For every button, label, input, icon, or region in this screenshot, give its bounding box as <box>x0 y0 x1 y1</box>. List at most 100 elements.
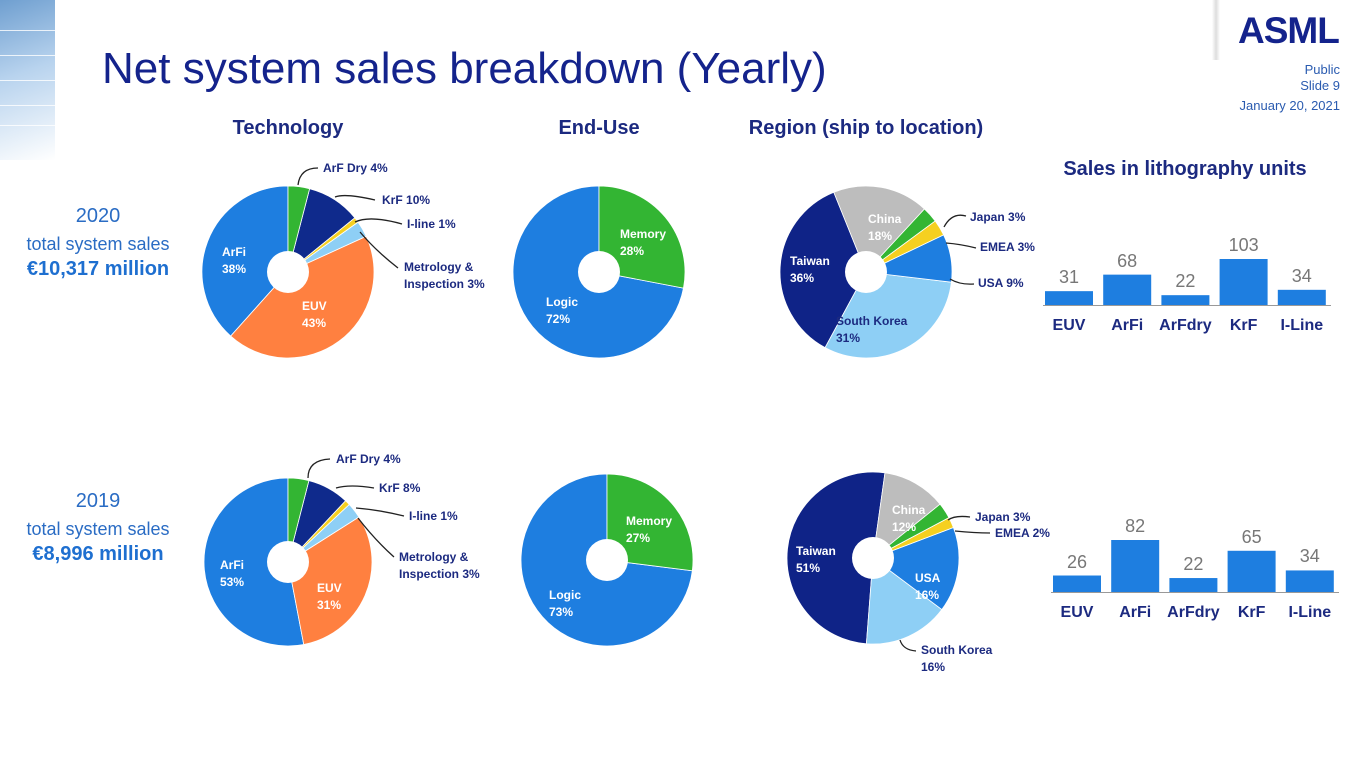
bar-value-label: 82 <box>1125 516 1146 536</box>
pie-label-usa-2019: USA 16% <box>915 571 941 602</box>
pie-hole <box>578 251 620 293</box>
pie-slice-arf-dry-2019 <box>287 477 310 563</box>
divider <box>1212 0 1220 60</box>
pie-label-japan-2019: Japan 3% <box>975 510 1031 524</box>
pie-label-japan-2020: Japan 3% <box>970 210 1026 224</box>
bar-arfi-2019 <box>1111 540 1160 592</box>
pie-hole <box>267 251 309 293</box>
bar-arfdry-2020 <box>1161 295 1210 305</box>
header-technology: Technology <box>232 117 344 139</box>
pie-label-krf-2020: KrF 10% <box>382 193 431 207</box>
bar-value-label: 34 <box>1299 546 1320 567</box>
pie-label-arf-dry-2019: ArF Dry 4% <box>336 452 401 466</box>
bar-category-label: ArFi <box>1119 604 1152 621</box>
pie-label-arfi-2019: ArFi 53% <box>220 558 245 589</box>
pie-label-usa-2020: USA 9% <box>978 276 1024 290</box>
classification-label: Public <box>1304 62 1340 77</box>
pie-label-metrology-2019: Metrology & Inspection 3% <box>399 550 480 581</box>
bar-i-line-2020 <box>1277 289 1326 305</box>
year-label: 2019 <box>75 490 121 512</box>
bar-arfi-2020 <box>1103 274 1152 305</box>
pie-slice-china-2020 <box>833 185 925 273</box>
bar-value-label: 26 <box>1066 551 1088 572</box>
pie-slice-arfi-2020 <box>201 185 289 337</box>
pie-slice-south-korea-2020 <box>824 271 952 359</box>
bar-category-label: KrF <box>1237 604 1266 621</box>
header-region: Region (ship to location) <box>748 117 984 139</box>
header-end-use: End-Use <box>558 117 640 139</box>
bar-euv-2020 <box>1045 291 1093 305</box>
bar-category-label: KrF <box>1229 317 1258 334</box>
bar-value-label: 65 <box>1241 526 1262 547</box>
bar-value-label: 68 <box>1117 250 1138 271</box>
year-amount: €10,317 million <box>26 258 170 280</box>
pie-slice-euv-2020 <box>230 235 375 359</box>
bar-category-label: ArFdry <box>1159 317 1212 334</box>
pie-label-emea-2020: EMEA 3% <box>980 240 1035 254</box>
pie-slice-taiwan-2019 <box>786 471 886 645</box>
bar-value-label: 31 <box>1058 267 1080 288</box>
pie-label-china-2020: China 18% <box>868 212 902 243</box>
bar-category-label: EUV <box>1052 317 1086 334</box>
bar-krf-2020 <box>1219 259 1268 305</box>
asml-logo: ASML <box>1238 10 1340 51</box>
pie-label-logic-2019: Logic 73% <box>549 588 581 619</box>
bar-arfdry-2019 <box>1169 578 1218 592</box>
slide-date: January 20, 2021 <box>1239 98 1340 113</box>
bar-chart-title: Sales in lithography units <box>1063 158 1307 180</box>
pie-label-logic-2020: Logic 72% <box>546 295 578 326</box>
year-caption: total system sales <box>26 234 170 254</box>
pie-slice-arfi-2019 <box>203 477 305 647</box>
pie-slice-arf-dry-2020 <box>287 185 311 273</box>
pie-label-arfi-2020: ArFi 38% <box>222 245 247 276</box>
pie-hole <box>586 539 628 581</box>
pie-label-emea-2019: EMEA 2% <box>995 526 1050 540</box>
year-caption: total system sales <box>26 519 170 539</box>
bar-category-label: I-Line <box>1288 604 1332 621</box>
bar-value-label: 103 <box>1228 235 1259 255</box>
decorative-corner-graphic <box>0 0 55 160</box>
pie-label-euv-2019: EUV 31% <box>317 581 342 612</box>
pie-label-iline-2020: I-line 1% <box>407 217 456 231</box>
bar-category-label: I-Line <box>1280 317 1324 334</box>
pie-slice-china-2019 <box>872 472 941 559</box>
pie-slice-taiwan-2020 <box>779 191 867 349</box>
bar-krf-2019 <box>1227 550 1276 592</box>
pie-label-arf-dry-2020: ArF Dry 4% <box>323 161 388 175</box>
bar-category-label: ArFdry <box>1167 604 1220 621</box>
bar-value-label: 34 <box>1291 265 1312 286</box>
pie-slice-usa-2019 <box>872 526 960 611</box>
pie-label-taiwan-2019: Taiwan 51% <box>796 544 836 575</box>
bar-category-label: ArFi <box>1111 317 1144 334</box>
pie-label-memory-2019: Memory 27% <box>626 514 673 545</box>
pie-slice-memory-2020 <box>598 185 686 289</box>
pie-label-south-korea-2019: South Korea 16% <box>921 643 993 674</box>
pie-slice-memory-2019 <box>606 473 694 572</box>
year-amount: €8,996 million <box>32 543 164 565</box>
pie-label-iline-2019: I-line 1% <box>409 509 458 523</box>
page-title: Net system sales breakdown (Yearly) <box>102 44 827 93</box>
pie-hole <box>267 541 309 583</box>
pie-label-metrology-2020: Metrology & Inspection 3% <box>404 260 485 291</box>
bar-value-label: 22 <box>1175 271 1196 292</box>
pie-label-krf-2019: KrF 8% <box>379 481 421 495</box>
pie-label-euv-2020: EUV 43% <box>302 299 327 330</box>
pie-hole <box>852 537 894 579</box>
year-label: 2020 <box>75 205 121 227</box>
bar-category-label: EUV <box>1060 604 1094 621</box>
bar-i-line-2019 <box>1285 570 1334 592</box>
pie-label-memory-2020: Memory 28% <box>620 227 667 258</box>
pie-label-taiwan-2020: Taiwan 36% <box>790 254 830 285</box>
slide-number: Slide 9 <box>1300 78 1340 93</box>
leader-lines <box>297 167 991 652</box>
year-summary-2020: 2020 total system sales €10,317 million <box>26 205 169 281</box>
bar-value-label: 22 <box>1183 554 1204 575</box>
pie-slice-south-korea-2019 <box>865 557 943 645</box>
year-summary-2019: 2019 total system sales €8,996 million <box>26 490 169 566</box>
pie-label-south-korea-2020: South Korea 31% <box>836 314 908 345</box>
bar-euv-2019 <box>1053 575 1101 592</box>
pie-label-china-2019: China 12% <box>892 503 926 534</box>
pie-hole <box>845 251 887 293</box>
